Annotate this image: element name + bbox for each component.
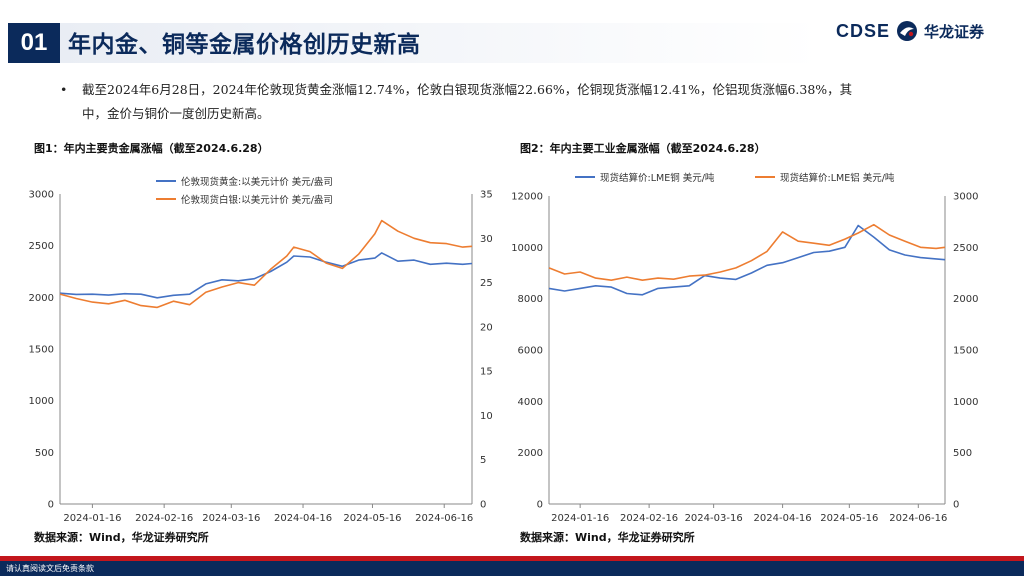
- figure-1-title: 图1：年内主要贵金属涨幅（截至2024.6.28）: [34, 142, 269, 155]
- y-tick-label-right: 35: [480, 190, 493, 201]
- precious-metals-chart: 0 500 1000 1500 2000 2500 3000 0 5 10 15 20 25 30 35 20…: [29, 176, 493, 524]
- legend-label-1: 现货结算价:LME铝 美元/吨: [780, 172, 895, 184]
- figure-1-source: 数据来源：Wind，华龙证券研究所: [34, 531, 209, 544]
- y-tick-label-right: 25: [480, 278, 493, 289]
- series-line-1: [59, 219, 473, 309]
- summary-line-2: 中，金价与铜价一度创历史新高。: [82, 106, 270, 121]
- y-tick-label-left: 2000: [29, 293, 54, 304]
- footer-accent-bar: [0, 556, 1024, 561]
- figure-2-source: 数据来源：Wind，华龙证券研究所: [520, 531, 695, 544]
- summary-line-1: 截至2024年6月28日，2024年伦敦现货黄金涨幅12.74%，伦敦白银现货涨…: [82, 82, 853, 97]
- x-tick-label: 2024-06-16: [889, 513, 947, 524]
- title-band: [60, 23, 820, 63]
- y-tick-label-left: 8000: [518, 294, 543, 305]
- y-tick-label-left: 12000: [511, 192, 543, 203]
- y-tick-label-left: 1000: [29, 396, 54, 407]
- x-tick-label: 2024-01-16: [63, 513, 121, 524]
- x-tick-label: 2024-05-16: [820, 513, 878, 524]
- disclaimer-text: 请认真阅读文后免责条款: [6, 564, 94, 573]
- industrial-metals-chart: 0 2000 4000 6000 8000 10000 12000 0 500 1000 1500 2…: [511, 172, 978, 524]
- x-tick-label: 2024-02-16: [135, 513, 193, 524]
- legend-label-0: 伦敦现货黄金:以美元计价 美元/盎司: [181, 176, 333, 188]
- section-number: 01: [8, 23, 60, 63]
- y-tick-label-right: 1500: [953, 346, 978, 357]
- y-tick-label-right: 2500: [953, 243, 978, 254]
- logo-text-en: CDSE: [835, 20, 890, 41]
- legend-label-1: 伦敦现货白银:以美元计价 美元/盎司: [181, 194, 333, 206]
- y-tick-label-left: 1500: [29, 345, 54, 356]
- y-tick-label-left: 10000: [511, 243, 543, 254]
- logo-emblem-icon: [896, 21, 917, 41]
- y-tick-label-right: 0: [480, 500, 486, 511]
- y-tick-label-left: 6000: [518, 346, 543, 357]
- y-tick-label-right: 500: [953, 448, 972, 459]
- summary-bullet: • 截至2024年6月28日，2024年伦敦现货黄金涨幅12.74%，伦敦白银现…: [60, 78, 940, 126]
- y-tick-label-left: 0: [537, 500, 543, 511]
- y-tick-label-right: 0: [953, 500, 959, 511]
- y-tick-label-right: 15: [480, 367, 493, 378]
- figure-2-title: 图2：年内主要工业金属涨幅（截至2024.6.28）: [520, 142, 766, 155]
- x-tick-label: 2024-02-16: [620, 513, 678, 524]
- x-tick-label: 2024-05-16: [343, 513, 401, 524]
- y-tick-label-right: 5: [480, 455, 486, 466]
- y-tick-label-left: 500: [35, 448, 54, 459]
- footer-bar: 请认真阅读文后免责条款: [0, 561, 1024, 576]
- x-tick-label: 2024-06-16: [415, 513, 473, 524]
- y-tick-label-right: 10: [480, 411, 493, 422]
- series-line-0: [59, 252, 473, 299]
- y-tick-label-left: 2500: [29, 241, 54, 252]
- y-tick-label-left: 3000: [29, 190, 54, 201]
- x-tick-label: 2024-03-16: [685, 513, 743, 524]
- x-tick-label: 2024-04-16: [754, 513, 812, 524]
- series-line-1: [548, 223, 946, 281]
- y-tick-label-right: 30: [480, 234, 493, 245]
- legend-label-0: 现货结算价:LME铜 美元/吨: [600, 172, 715, 184]
- y-tick-label-left: 2000: [518, 448, 543, 459]
- y-tick-label-right: 3000: [953, 192, 978, 203]
- bullet-dot-icon: •: [60, 82, 68, 97]
- y-tick-label-right: 2000: [953, 294, 978, 305]
- x-tick-label: 2024-01-16: [551, 513, 609, 524]
- brand-logo: CDSE 华龙证券: [836, 20, 984, 42]
- x-tick-label: 2024-03-16: [202, 513, 260, 524]
- y-tick-label-right: 1000: [953, 397, 978, 408]
- y-tick-label-left: 0: [48, 500, 54, 511]
- y-tick-label-right: 20: [480, 322, 493, 333]
- series-line-0: [548, 224, 946, 296]
- y-tick-label-left: 4000: [518, 397, 543, 408]
- x-tick-label: 2024-04-16: [274, 513, 332, 524]
- page-title: 年内金、铜等金属价格创历史新高: [68, 32, 421, 58]
- logo-text-cn: 华龙证券: [923, 22, 984, 41]
